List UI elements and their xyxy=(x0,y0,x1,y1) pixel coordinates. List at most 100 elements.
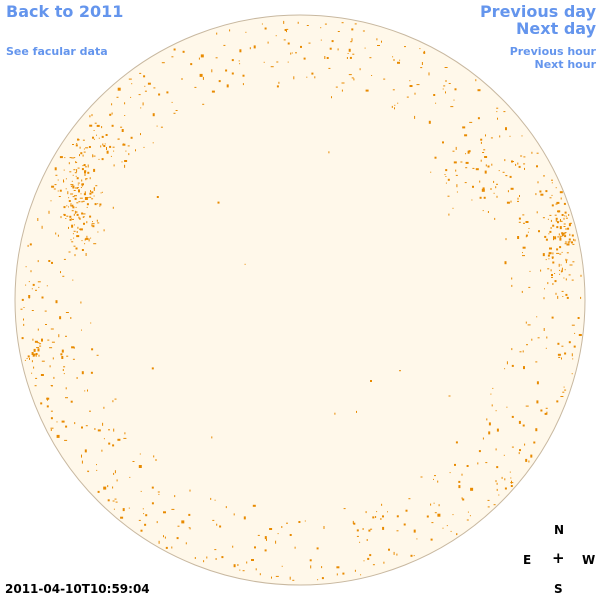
facula-spot xyxy=(560,264,562,266)
facula-spot xyxy=(359,541,361,543)
facula-spot xyxy=(382,515,384,518)
facula-spot xyxy=(557,295,559,299)
facula-spot xyxy=(78,189,80,193)
facula-spot xyxy=(487,211,489,213)
facula-spot xyxy=(31,360,33,363)
facula-spot xyxy=(91,224,93,227)
facula-spot xyxy=(111,112,113,115)
facula-spot xyxy=(160,126,163,128)
facula-spot xyxy=(215,57,218,59)
facula-spot xyxy=(32,338,34,341)
previous-day-link[interactable]: Previous day xyxy=(479,2,596,21)
facula-spot xyxy=(510,482,514,484)
facula-spot xyxy=(524,167,525,170)
facula-spot xyxy=(561,345,564,347)
facula-spot xyxy=(112,444,115,447)
facula-spot xyxy=(81,371,84,375)
facula-spot xyxy=(77,226,79,229)
facula-spot xyxy=(487,506,490,508)
facula-spot xyxy=(388,548,390,551)
facula-spot xyxy=(449,472,451,474)
facula-spot xyxy=(57,234,59,237)
facula-spot xyxy=(536,152,539,154)
facula-spot xyxy=(563,223,566,225)
facula-spot xyxy=(434,156,437,159)
facula-spot xyxy=(353,522,356,525)
facula-spot xyxy=(130,96,132,98)
facula-spot xyxy=(294,546,296,549)
facula-spot xyxy=(194,557,196,559)
facula-spot xyxy=(504,159,506,162)
facula-spot xyxy=(29,357,30,360)
facula-spot xyxy=(561,233,564,237)
facula-spot xyxy=(139,453,141,455)
facula-spot xyxy=(61,356,64,359)
facula-spot xyxy=(124,160,128,162)
facula-spot xyxy=(57,190,59,192)
facula-spot xyxy=(568,341,571,344)
next-day-link[interactable]: Next day xyxy=(516,19,596,38)
facula-spot xyxy=(81,212,84,215)
facula-spot xyxy=(188,527,190,529)
facula-spot xyxy=(293,76,295,80)
facula-spot xyxy=(377,45,380,46)
facula-spot xyxy=(95,185,98,187)
facula-spot xyxy=(498,170,500,172)
facula-spot xyxy=(81,426,83,429)
facula-spot xyxy=(70,204,72,207)
facula-spot xyxy=(93,195,95,197)
facula-spot xyxy=(559,253,562,255)
facula-spot xyxy=(406,96,409,98)
facula-spot xyxy=(80,152,83,155)
facula-spot xyxy=(543,297,545,300)
facula-spot xyxy=(554,280,557,283)
facula-spot xyxy=(306,76,308,78)
facula-spot xyxy=(89,192,92,195)
facula-spot xyxy=(37,328,39,331)
facula-spot xyxy=(82,154,84,157)
facula-spot xyxy=(84,174,86,176)
facula-spot xyxy=(233,513,235,516)
facula-spot xyxy=(470,487,474,491)
facula-spot xyxy=(535,361,538,363)
facula-spot xyxy=(51,385,53,387)
facula-spot xyxy=(31,372,33,374)
facula-spot xyxy=(143,513,145,515)
facula-spot xyxy=(356,529,359,532)
facula-spot xyxy=(428,120,431,124)
facula-spot xyxy=(242,83,244,86)
facula-spot xyxy=(487,165,490,168)
facula-spot xyxy=(522,246,526,249)
facula-spot xyxy=(286,30,287,33)
back-to-year-link[interactable]: Back to 2011 xyxy=(6,2,124,21)
facula-spot xyxy=(525,234,528,237)
compass-west-label: W xyxy=(582,553,596,567)
facula-spot xyxy=(564,352,567,355)
facula-spot xyxy=(553,236,554,239)
facula-spot xyxy=(465,161,469,164)
facula-spot xyxy=(414,92,416,95)
facula-spot xyxy=(71,157,75,159)
facula-spot xyxy=(233,564,236,568)
facula-spot xyxy=(152,113,155,117)
facula-spot xyxy=(70,203,72,205)
previous-hour-link[interactable]: Previous hour xyxy=(509,45,596,58)
facula-spot xyxy=(72,174,74,176)
facula-spot xyxy=(450,530,452,532)
facula-spot xyxy=(93,168,96,172)
see-facular-data-link[interactable]: See facular data xyxy=(6,45,108,58)
facula-spot xyxy=(83,222,85,225)
next-hour-link[interactable]: Next hour xyxy=(534,58,597,71)
facula-spot xyxy=(545,259,547,261)
facula-spot xyxy=(490,188,492,190)
facula-spot xyxy=(352,53,355,55)
facula-spot xyxy=(452,514,454,516)
facula-spot xyxy=(70,184,74,186)
facula-spot xyxy=(525,458,528,462)
facula-spot xyxy=(68,197,70,199)
facula-spot xyxy=(108,429,110,431)
facula-spot xyxy=(561,269,563,273)
facula-spot xyxy=(421,62,423,65)
facula-spot xyxy=(482,210,484,212)
facula-spot xyxy=(79,228,83,231)
